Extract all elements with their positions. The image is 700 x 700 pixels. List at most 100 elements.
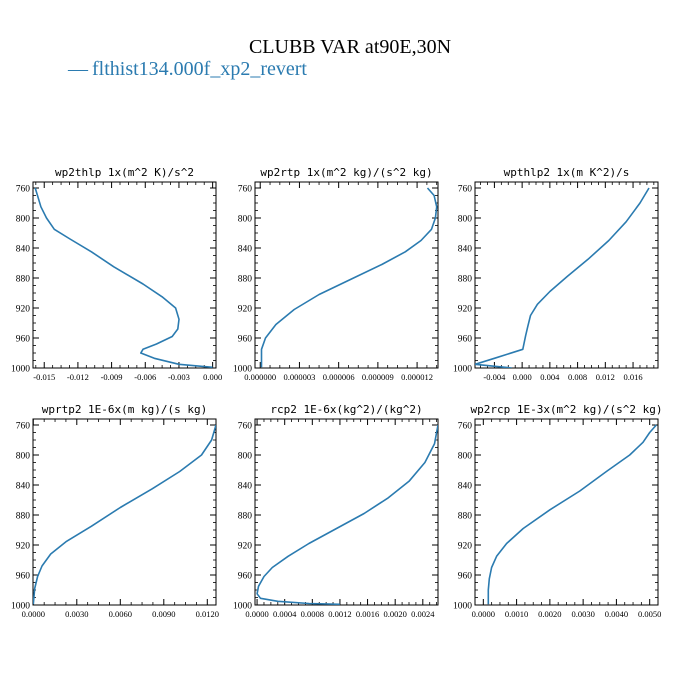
- figure-title: CLUBB VAR at90E,30N: [248, 36, 452, 58]
- plot-frame: [32, 181, 217, 369]
- y-tick-label: 760: [238, 422, 253, 432]
- subplot-4: wprtp2 1E-6x(m kg)/(s kg) 760 800 840 880 920…: [11, 403, 219, 619]
- plot-frame: [254, 181, 439, 369]
- y-tick-label: 880: [16, 512, 31, 522]
- subplot-title: wprtp2 1E-6x(m kg)/(s kg): [42, 403, 208, 416]
- x-tick-label: 0.0020: [538, 609, 561, 619]
- series-line: [34, 187, 213, 368]
- x-tick-label: 0.0030: [65, 609, 88, 619]
- y-tick-label: 760: [458, 422, 473, 432]
- y-tick-label: 840: [458, 482, 473, 492]
- x-tick-label: 0.016: [623, 372, 642, 382]
- subplot-title: rcp2 1E-6x(kg^2)/(kg^2): [270, 403, 422, 416]
- x-tick-label: -0.009: [101, 372, 123, 382]
- y-tick-label: 840: [16, 482, 31, 492]
- plot-frame: [474, 181, 659, 369]
- x-tick-label: 0.0016: [356, 609, 379, 619]
- plot-frame: [254, 418, 439, 606]
- y-tick-label: 920: [16, 542, 31, 552]
- x-tick-label: -0.004: [483, 372, 506, 382]
- x-tick-label: 0.0000: [472, 609, 495, 619]
- subplot-6: wp2rcp 1E-3x(m^2 kg)/(s^2 kg) 760 800 840 88…: [453, 403, 663, 619]
- x-tick-label: 0.000: [513, 372, 532, 382]
- y-tick-label: 1000: [453, 365, 472, 375]
- y-tick-label: 880: [238, 275, 253, 285]
- y-tick-label: 800: [458, 215, 473, 225]
- y-tick-label: 920: [238, 542, 253, 552]
- y-tick-label: 840: [458, 245, 473, 255]
- y-tick-label: 960: [458, 572, 473, 582]
- x-tick-label: -0.015: [33, 372, 55, 382]
- y-tick-label: 920: [458, 542, 473, 552]
- series-line: [33, 424, 216, 605]
- y-tick-label: 840: [16, 245, 31, 255]
- y-tick-label: 800: [458, 452, 473, 462]
- subplot-title: wpthlp2 1x(m K^2)/s: [504, 166, 630, 179]
- y-tick-label: 800: [238, 452, 253, 462]
- legend-line-swatch: —: [68, 58, 88, 80]
- y-tick-label: 920: [458, 305, 473, 315]
- plot-frame: [474, 418, 659, 606]
- y-tick-label: 760: [16, 185, 31, 195]
- series-line: [475, 187, 650, 368]
- x-tick-label: 0.0040: [605, 609, 628, 619]
- x-tick-label: 0.0024: [411, 609, 435, 619]
- x-tick-label: 0.000000: [244, 372, 276, 382]
- legend: — flthist134.000f_xp2_revert: [68, 58, 307, 81]
- series-line: [487, 424, 657, 605]
- y-tick-label: 760: [238, 185, 253, 195]
- x-tick-label: 0.012: [596, 372, 615, 382]
- y-tick-label: 880: [238, 512, 253, 522]
- x-tick-label: 0.0000: [22, 609, 45, 619]
- subplot-title: wp2thlp 1x(m^2 K)/s^2: [55, 166, 194, 179]
- series-line: [260, 187, 438, 368]
- y-tick-label: 1000: [453, 602, 472, 612]
- x-tick-label: 0.0012: [328, 609, 351, 619]
- x-tick-label: -0.012: [67, 372, 89, 382]
- x-tick-label: 0.0060: [109, 609, 132, 619]
- x-tick-label: -0.006: [134, 372, 156, 382]
- x-tick-label: 0.008: [568, 372, 587, 382]
- x-tick-label: 0.0010: [505, 609, 528, 619]
- y-tick-label: 1000: [233, 365, 252, 375]
- subplot-title: wp2rcp 1E-3x(m^2 kg)/(s^2 kg): [470, 403, 662, 416]
- x-tick-label: 0.000: [203, 372, 222, 382]
- subplot-5: rcp2 1E-6x(kg^2)/(kg^2) 760 800 840 880 920 96…: [233, 403, 439, 619]
- y-tick-label: 960: [238, 572, 253, 582]
- x-tick-label: 0.000012: [401, 372, 433, 382]
- x-tick-label: 0.0090: [152, 609, 175, 619]
- x-tick-label: 0.0004: [273, 609, 297, 619]
- y-tick-label: 960: [16, 335, 31, 345]
- x-tick-label: 0.000006: [323, 372, 355, 382]
- y-tick-label: 760: [458, 185, 473, 195]
- x-tick-label: 0.000009: [362, 372, 394, 382]
- y-tick-label: 840: [238, 245, 253, 255]
- y-tick-label: 800: [16, 452, 31, 462]
- y-tick-label: 880: [16, 275, 31, 285]
- y-tick-label: 1000: [11, 365, 30, 375]
- x-tick-label: 0.0050: [638, 609, 661, 619]
- y-tick-label: 920: [16, 305, 31, 315]
- y-tick-label: 1000: [11, 602, 30, 612]
- y-tick-label: 1000: [233, 602, 252, 612]
- subplot-title: wp2rtp 1x(m^2 kg)/(s^2 kg): [260, 166, 432, 179]
- y-tick-label: 880: [458, 275, 473, 285]
- x-tick-label: 0.0008: [301, 609, 324, 619]
- subplot-3: wpthlp2 1x(m K^2)/s 760 800 840 880 920 960 100…: [453, 166, 659, 382]
- series-line: [256, 424, 438, 605]
- legend-label: flthist134.000f_xp2_revert: [92, 58, 307, 80]
- x-tick-label: 0.000003: [284, 372, 316, 382]
- x-tick-label: 0.0020: [383, 609, 406, 619]
- subplot-1: wp2thlp 1x(m^2 K)/s^2 760 800 840 880 920 960 1…: [11, 166, 222, 382]
- subplot-2: wp2rtp 1x(m^2 kg)/(s^2 kg) 760 800 840 880 92…: [233, 166, 439, 382]
- y-tick-label: 800: [238, 215, 253, 225]
- y-tick-label: 880: [458, 512, 473, 522]
- x-tick-label: 0.004: [540, 372, 560, 382]
- y-tick-label: 800: [16, 215, 31, 225]
- y-tick-label: 960: [458, 335, 473, 345]
- y-tick-label: 960: [238, 335, 253, 345]
- x-tick-label: 0.0120: [196, 609, 219, 619]
- plot-frame: [32, 418, 217, 606]
